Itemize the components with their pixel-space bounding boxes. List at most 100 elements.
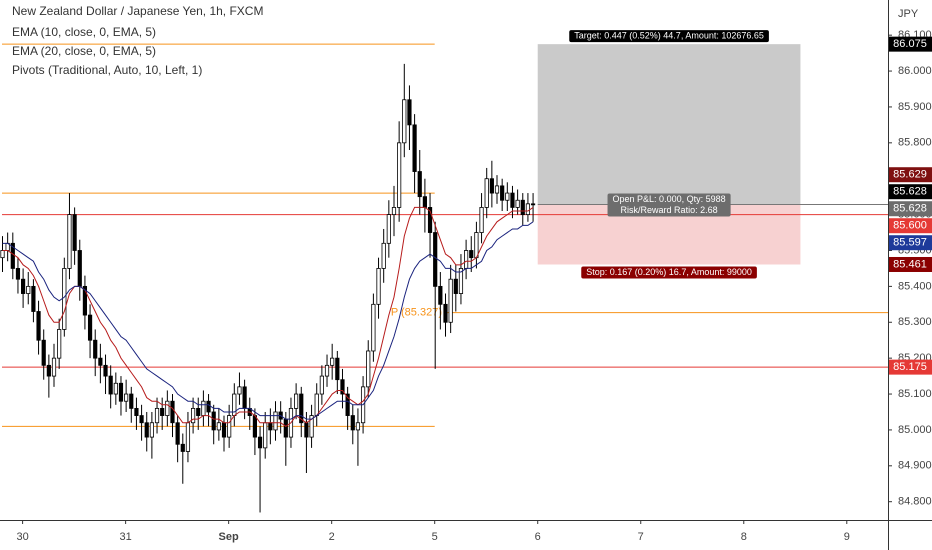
candle-body bbox=[46, 364, 51, 377]
x-tick-label: Sep bbox=[219, 531, 239, 543]
candle-body bbox=[77, 250, 82, 287]
candle-body bbox=[520, 199, 525, 216]
candle-body bbox=[283, 418, 288, 438]
candle-body bbox=[412, 124, 417, 172]
target-label: Target: 0.447 (0.52%) 44.7, Amount: 1026… bbox=[574, 31, 764, 41]
candle-body bbox=[458, 268, 464, 294]
candle-body bbox=[438, 285, 443, 305]
candle-body bbox=[57, 329, 62, 359]
y-tick-label: 85.400 bbox=[898, 280, 932, 292]
candle-body bbox=[433, 232, 438, 287]
candle-body bbox=[417, 171, 422, 198]
pnl-label: Open P&L: 0.000, Qty: 5988 bbox=[613, 194, 726, 204]
x-tick-label: 2 bbox=[329, 531, 335, 543]
candle-body bbox=[87, 314, 93, 341]
candle-body bbox=[345, 393, 350, 416]
candle-body bbox=[335, 357, 340, 381]
candle-body bbox=[464, 250, 469, 269]
candle-body bbox=[350, 415, 355, 431]
candle-body bbox=[170, 400, 175, 424]
price-tag bbox=[889, 36, 932, 52]
candle-body bbox=[268, 422, 273, 431]
candle-body bbox=[165, 400, 170, 416]
ema-line bbox=[2, 206, 534, 427]
x-tick-label: 8 bbox=[741, 531, 747, 543]
candle-body bbox=[402, 99, 407, 144]
candle-body bbox=[227, 415, 232, 438]
candle-body bbox=[304, 422, 309, 438]
candle-body bbox=[309, 415, 314, 438]
price-tag-label: 85.600 bbox=[893, 220, 927, 232]
candle-body bbox=[41, 339, 46, 366]
candle-body bbox=[51, 357, 57, 377]
stop-label-box bbox=[581, 266, 757, 279]
pnl-box bbox=[607, 193, 731, 217]
price-tag-label: 85.629 bbox=[893, 169, 927, 181]
legend-entry: EMA (20, close, 0, EMA, 5) bbox=[12, 44, 156, 58]
candle-body bbox=[196, 407, 201, 416]
candle-body bbox=[355, 422, 361, 431]
stop-label: Stop: 0.167 (0.20%) 16.7, Amount: 99000 bbox=[586, 267, 752, 277]
y-tick-label: 85.100 bbox=[898, 388, 932, 400]
overlay: Target: 0.447 (0.52%) 44.7, Amount: 1026… bbox=[569, 30, 769, 279]
x-tick-label: 7 bbox=[638, 531, 644, 543]
candle-body bbox=[82, 285, 88, 316]
candle-body bbox=[252, 415, 258, 438]
candle-body bbox=[474, 232, 479, 259]
chart-title: New Zealand Dollar / Japanese Yen, 1h, F… bbox=[12, 4, 263, 18]
price-tag-label: 86.075 bbox=[893, 38, 927, 50]
x-tick-label: 31 bbox=[120, 531, 132, 543]
candle-body bbox=[154, 407, 160, 424]
candle-body bbox=[453, 278, 458, 294]
x-tick-label: 6 bbox=[535, 531, 541, 543]
y-tick-label: 85.800 bbox=[898, 137, 932, 149]
candle-body bbox=[139, 415, 144, 424]
candle-body bbox=[206, 400, 211, 413]
candle-body bbox=[407, 99, 412, 126]
candle-body bbox=[124, 393, 129, 402]
candle-body bbox=[371, 303, 376, 352]
y-tick-label: 86.000 bbox=[898, 65, 932, 77]
price-tag bbox=[889, 201, 932, 217]
candle-body bbox=[515, 199, 520, 208]
candle-body bbox=[427, 207, 433, 233]
candle-body bbox=[36, 311, 41, 341]
candle-body bbox=[144, 422, 149, 438]
candle-body bbox=[216, 422, 221, 431]
candle-body bbox=[15, 268, 21, 280]
x-tick-label: 30 bbox=[16, 531, 28, 543]
candle-body bbox=[525, 203, 531, 216]
candle-body bbox=[201, 400, 206, 416]
price-tag bbox=[889, 256, 932, 272]
candle-body bbox=[324, 364, 330, 377]
candle-body bbox=[108, 375, 113, 395]
candle-body bbox=[443, 303, 448, 323]
candle-body bbox=[72, 214, 77, 251]
y-tick-label: 85.300 bbox=[898, 316, 932, 328]
candle-body bbox=[299, 393, 304, 424]
price-tag bbox=[889, 359, 932, 375]
candle-body bbox=[67, 214, 72, 269]
candle-body bbox=[113, 382, 118, 395]
candle-body bbox=[479, 207, 484, 233]
candle-body bbox=[257, 436, 263, 449]
y-tick-label: 84.800 bbox=[898, 496, 932, 508]
candle-body bbox=[448, 278, 453, 323]
candle-body bbox=[242, 386, 247, 409]
candle-body bbox=[185, 422, 191, 452]
candle-body bbox=[500, 185, 505, 201]
candle-body bbox=[386, 214, 391, 244]
candle-body bbox=[397, 142, 402, 208]
x-tick-label: 9 bbox=[844, 531, 850, 543]
candle-body bbox=[422, 196, 427, 208]
candle-body bbox=[294, 393, 299, 409]
ema-line bbox=[2, 221, 534, 420]
candle-body bbox=[129, 393, 134, 409]
candle-body bbox=[494, 185, 500, 194]
candle-body bbox=[330, 357, 335, 366]
candle-body bbox=[391, 207, 397, 216]
candle-body bbox=[489, 178, 494, 194]
candle-body bbox=[160, 407, 165, 416]
candle-body bbox=[273, 411, 278, 431]
